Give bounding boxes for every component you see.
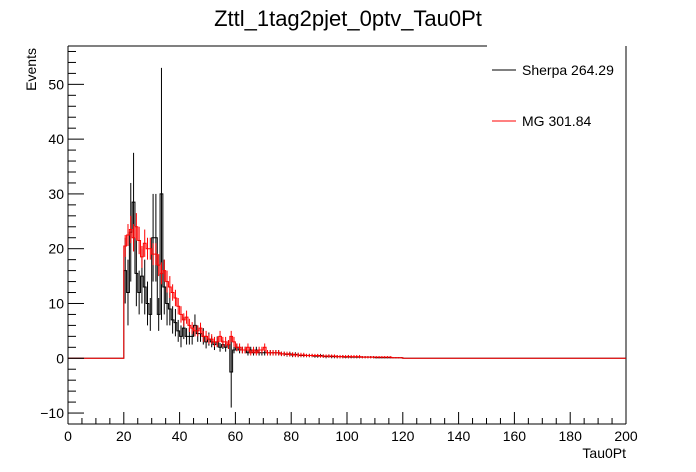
x-axis: 0 20 40 60 80 100 120 140 160 180 200 [64,412,638,444]
x-tick-label: 120 [391,428,415,444]
legend-label: Sherpa 264.29 [522,62,614,78]
chart-title: Zttl_1tag2pjet_0ptv_Tau0Pt [214,6,482,31]
legend-label: MG 301.84 [522,113,591,129]
x-tick-label: 140 [447,428,471,444]
y-tick-label: 30 [48,186,64,202]
x-tick-label: 100 [335,428,359,444]
legend: Sherpa 264.29 MG 301.84 [492,62,614,129]
histogram-line [68,193,626,373]
y-tick-label: 20 [48,241,64,257]
y-tick-label: −10 [40,405,64,421]
x-tick-label: 40 [172,428,188,444]
x-tick-label: 80 [283,428,299,444]
x-tick-label: 60 [228,428,244,444]
y-axis-label: Events [23,48,39,91]
plot-area [68,45,627,424]
y-tick-label: 50 [48,76,64,92]
x-axis-label: Tau0Pt [582,445,626,461]
x-tick-label: 0 [64,428,72,444]
x-tick-label: 200 [614,428,638,444]
y-tick-label: 0 [56,350,64,366]
x-tick-label: 20 [116,428,132,444]
y-tick-label: 10 [48,295,64,311]
x-tick-label: 180 [559,428,583,444]
x-tick-label: 160 [503,428,527,444]
y-tick-label: 40 [48,131,64,147]
y-axis: −10 0 10 20 30 40 50 [40,46,84,425]
series-mg [68,213,626,359]
